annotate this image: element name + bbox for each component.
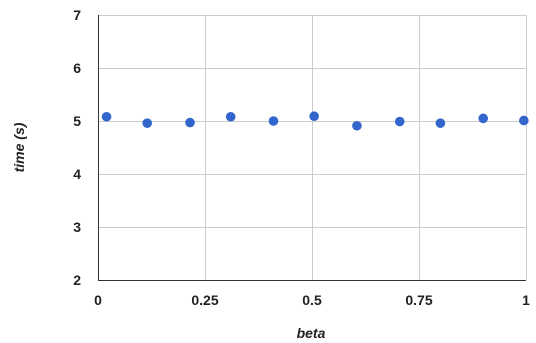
x-tick-label: 0.5 <box>302 292 322 308</box>
x-axis-title: beta <box>297 325 326 341</box>
data-point <box>435 118 446 128</box>
data-points <box>101 111 529 131</box>
gridlines <box>98 15 527 280</box>
data-point <box>268 116 279 126</box>
y-tick-label: 2 <box>73 272 81 288</box>
data-point <box>142 118 153 128</box>
y-tick-label: 3 <box>73 219 81 235</box>
data-point <box>101 111 112 122</box>
data-point <box>352 120 362 131</box>
y-tick-label: 5 <box>73 113 81 129</box>
data-point <box>394 116 405 127</box>
x-tick-label: 0.75 <box>405 292 432 308</box>
x-tick-label: 0 <box>94 292 102 308</box>
y-axis-title: time (s) <box>11 122 27 172</box>
y-tick-label: 7 <box>73 7 81 23</box>
data-point <box>478 113 489 124</box>
data-point <box>225 111 236 122</box>
x-tick-label: 1 <box>522 292 530 308</box>
data-point <box>309 111 319 122</box>
y-tick-label: 4 <box>73 166 81 182</box>
tick-labels: 2 3 4 5 6 7 0 0.25 0.5 0.75 1 <box>73 7 530 308</box>
data-point <box>519 115 529 126</box>
y-tick-label: 6 <box>73 60 81 76</box>
data-point <box>185 117 195 128</box>
axes <box>97 15 526 282</box>
x-tick-label: 0.25 <box>191 292 218 308</box>
